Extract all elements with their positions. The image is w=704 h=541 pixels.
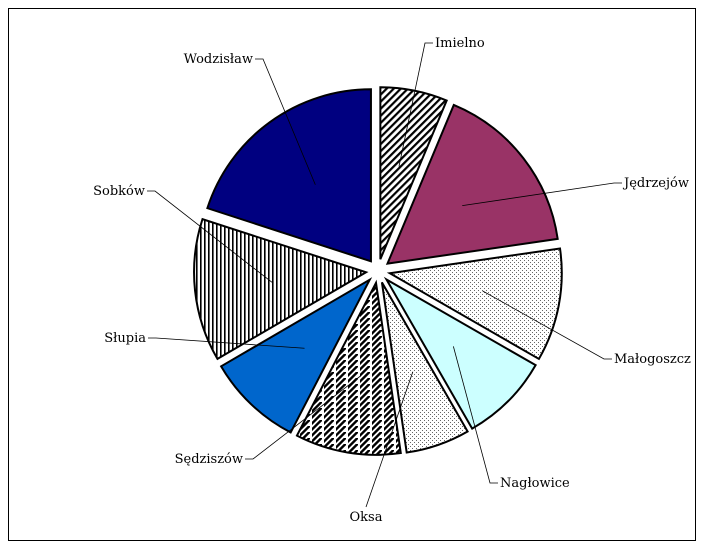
leader-line-imielno: [398, 42, 433, 167]
slice-label-sobków: Sobków: [93, 184, 145, 199]
leader-line-jędrzejów: [462, 182, 622, 207]
pie-slice-nagłowice: [383, 276, 537, 430]
pie-slice-jędrzejów: [385, 103, 559, 265]
pie-slice-imielno: [379, 86, 448, 260]
slice-label-nagłowice: Nagłowice: [500, 476, 570, 491]
leader-line-małogoszcz: [482, 290, 612, 360]
slice-label-sędziszów: Sędziszów: [175, 452, 243, 467]
leader-line-nagłowice: [452, 346, 498, 484]
pie-slices: [193, 86, 563, 456]
leader-line-wodzisław: [255, 58, 316, 185]
leader-line-słupia: [148, 337, 305, 349]
slice-label-małogoszcz: Małogoszcz: [614, 352, 691, 367]
slice-label-oksa: Oksa: [350, 510, 383, 525]
slice-labels: Imielno Jędrzejów Małogoszcz Nagłowice Oksa S…: [93, 36, 691, 525]
pie-slice-małogoszcz: [386, 247, 563, 361]
pie-slice-wodzisław: [206, 88, 372, 263]
leader-line-sędziszów: [245, 375, 361, 460]
leader-line-sobków: [147, 190, 273, 283]
slice-label-jędrzejów: Jędrzejów: [622, 176, 689, 191]
slice-label-wodzisław: Wodzisław: [184, 52, 253, 67]
pie-slice-oksa: [380, 281, 469, 454]
leader-lines: [147, 42, 622, 508]
slice-label-imielno: Imielno: [435, 36, 485, 51]
slice-label-słupia: Słupia: [104, 331, 146, 346]
leader-line-oksa: [365, 371, 414, 508]
pie-slice-sobków: [193, 217, 369, 361]
pie-slice-sędziszów: [295, 279, 402, 456]
